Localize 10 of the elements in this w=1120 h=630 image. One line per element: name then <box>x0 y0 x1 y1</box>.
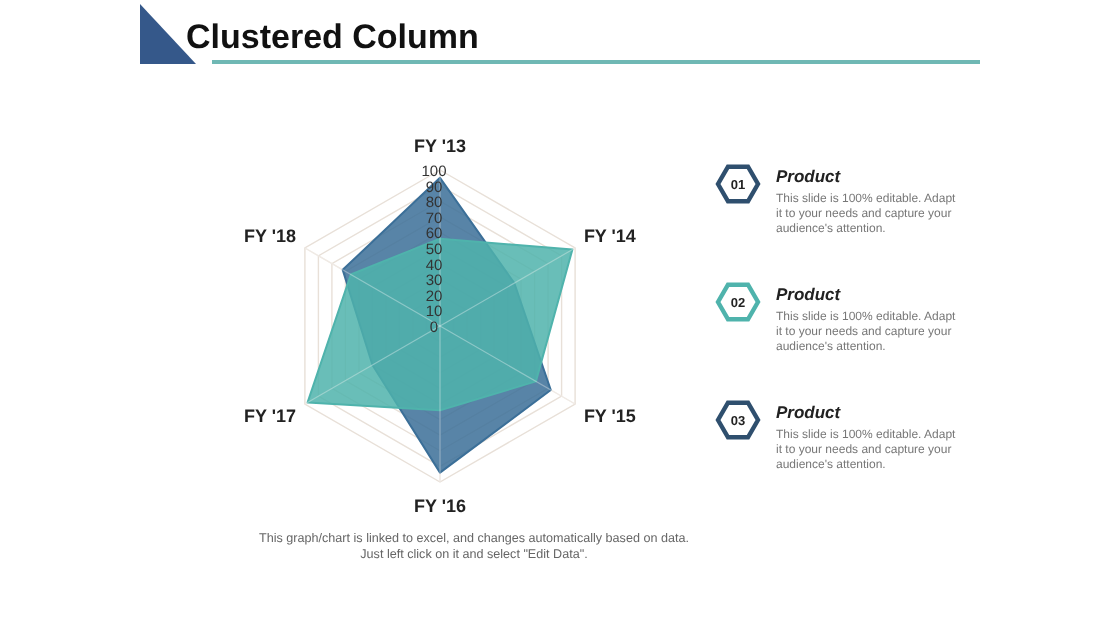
spoke-label: FY '13 <box>414 136 466 156</box>
text: Product <box>776 284 843 304</box>
spoke-label: FY '18 <box>244 226 297 246</box>
spoke-label: FY '16 <box>414 496 466 516</box>
spoke-label: FY '14 <box>583 226 636 246</box>
text: Product <box>776 402 843 422</box>
spoke-label: FY '17 <box>244 406 297 426</box>
chart-title: Clustered Column <box>186 18 479 56</box>
spoke-label: FY '15 <box>583 406 636 426</box>
text: Product <box>776 166 843 186</box>
